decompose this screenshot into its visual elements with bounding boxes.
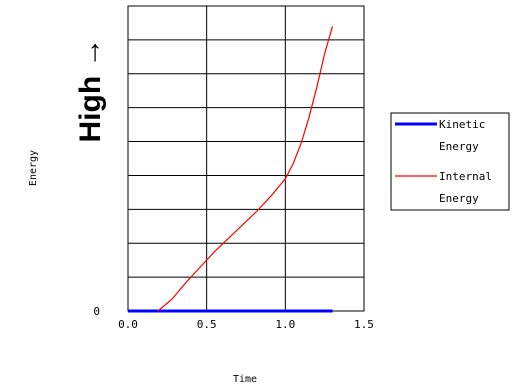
y-tick-label: 0 [93, 305, 100, 318]
x-tick-label: 1.0 [275, 318, 295, 331]
legend-label-internal: Energy [439, 192, 479, 205]
legend-label-kinetic: Energy [439, 140, 479, 153]
legend-label-internal: Internal [439, 170, 492, 183]
legend: Kinetic Energy Internal Energy [390, 112, 510, 211]
internal-energy-line [157, 26, 334, 312]
x-tick-label: 1.5 [354, 318, 374, 331]
legend-box [390, 112, 510, 211]
tick-labels: 0.0 0.5 1.0 1.5 0 [93, 305, 374, 331]
x-axis-label: Time [233, 374, 257, 385]
x-tick-label: 0.0 [118, 318, 138, 331]
y-high-annotation: High → [74, 38, 107, 143]
series-layer [128, 26, 334, 313]
plot-frame [127, 5, 365, 312]
legend-label-kinetic: Kinetic [439, 118, 485, 131]
y-axis-label: Energy [28, 150, 39, 186]
plot-grid [127, 5, 365, 312]
x-tick-label: 0.5 [197, 318, 217, 331]
